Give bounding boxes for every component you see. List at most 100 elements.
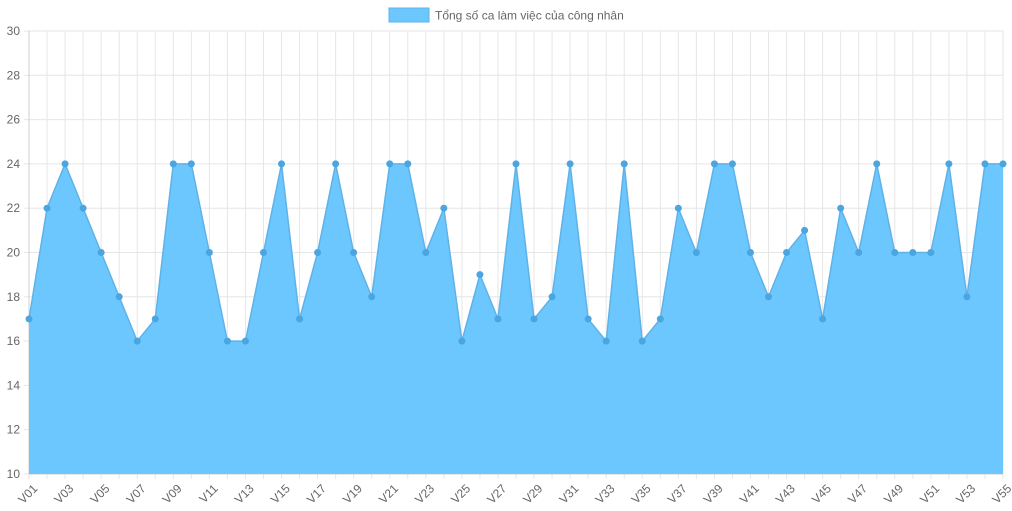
data-point[interactable] (548, 293, 556, 301)
data-point[interactable] (674, 204, 682, 212)
data-point[interactable] (133, 337, 141, 345)
x-tick-label: V39 (701, 481, 726, 506)
x-tick-label: V03 (51, 481, 76, 506)
x-tick-label: V09 (160, 481, 185, 506)
data-point[interactable] (656, 315, 664, 323)
x-tick-label: V25 (448, 481, 473, 506)
data-point[interactable] (440, 204, 448, 212)
data-point[interactable] (927, 249, 935, 256)
data-point[interactable] (746, 249, 754, 256)
x-tick-label: V51 (917, 481, 942, 506)
data-point[interactable] (296, 315, 304, 323)
y-tick-label: 22 (7, 201, 21, 215)
data-point[interactable] (61, 160, 69, 168)
x-tick-label: V37 (665, 481, 690, 506)
data-point[interactable] (981, 160, 989, 168)
data-point[interactable] (801, 226, 809, 234)
x-tick-label: V43 (773, 481, 798, 506)
data-point[interactable] (783, 249, 791, 256)
y-tick-label: 28 (7, 68, 21, 82)
x-tick-label: V55 (989, 481, 1012, 506)
data-point[interactable] (25, 315, 33, 323)
x-axis: V01 V03 V05 V07 V09 V11 V13 V15 V17 V19 V21 V23 V25 V… (15, 481, 1012, 506)
data-point[interactable] (945, 160, 953, 168)
x-tick-label: V27 (484, 481, 509, 506)
data-point[interactable] (999, 160, 1007, 168)
series-area (28, 161, 1003, 474)
x-tick-label: V21 (376, 481, 401, 506)
x-tick-label: V11 (196, 481, 221, 506)
y-tick-label: 24 (7, 157, 21, 171)
x-tick-label: V07 (124, 481, 149, 506)
x-tick-label: V13 (232, 481, 257, 506)
data-point[interactable] (584, 315, 592, 323)
data-point[interactable] (819, 315, 827, 323)
x-tick-label: V05 (87, 481, 112, 506)
y-tick-label: 26 (7, 113, 21, 127)
data-points (25, 160, 1007, 345)
data-point[interactable] (350, 249, 358, 256)
x-tick-label: V49 (881, 481, 906, 506)
data-point[interactable] (386, 160, 394, 168)
data-point[interactable] (855, 249, 863, 256)
y-tick-label: 16 (7, 334, 21, 348)
x-tick-label: V31 (556, 481, 581, 506)
x-tick-label: V01 (15, 481, 40, 506)
x-tick-label: V19 (340, 481, 365, 506)
data-point[interactable] (620, 160, 628, 168)
x-tick-label: V23 (412, 481, 437, 506)
legend-label: Tổng số ca làm việc của công nhân (435, 9, 624, 23)
data-point[interactable] (115, 293, 123, 301)
y-tick-label: 20 (7, 246, 21, 260)
data-point[interactable] (187, 160, 195, 168)
data-point[interactable] (97, 249, 105, 256)
y-tick-label: 14 (7, 378, 21, 392)
data-point[interactable] (476, 271, 484, 279)
data-point[interactable] (278, 160, 286, 168)
data-point[interactable] (566, 160, 574, 168)
data-point[interactable] (873, 160, 881, 168)
data-point[interactable] (638, 337, 646, 345)
data-point[interactable] (43, 204, 51, 212)
data-point[interactable] (837, 204, 845, 212)
data-point[interactable] (223, 337, 231, 345)
y-axis: 10 12 14 16 18 20 22 24 26 28 30 (7, 24, 21, 481)
data-point[interactable] (728, 160, 736, 168)
y-tick-label: 30 (7, 24, 21, 38)
x-tick-label: V41 (737, 481, 762, 506)
x-tick-label: V47 (845, 481, 870, 506)
data-point[interactable] (710, 160, 718, 168)
data-point[interactable] (205, 249, 213, 256)
y-tick-label: 18 (7, 290, 21, 304)
data-point[interactable] (963, 293, 971, 301)
data-point[interactable] (368, 293, 376, 301)
area-fill (29, 163, 1003, 474)
data-point[interactable] (314, 249, 322, 256)
data-point[interactable] (458, 337, 466, 345)
data-point[interactable] (169, 160, 177, 168)
data-point[interactable] (422, 249, 430, 256)
data-point[interactable] (765, 293, 773, 301)
data-point[interactable] (909, 249, 917, 256)
data-point[interactable] (494, 315, 502, 323)
data-point[interactable] (530, 315, 538, 323)
x-tick-label: V53 (953, 481, 978, 506)
data-point[interactable] (151, 315, 159, 323)
data-point[interactable] (692, 249, 700, 256)
data-point[interactable] (259, 249, 267, 256)
data-point[interactable] (602, 337, 610, 345)
data-point[interactable] (241, 337, 249, 345)
x-tick-label: V15 (268, 481, 293, 506)
data-point[interactable] (891, 249, 899, 256)
data-point[interactable] (79, 204, 87, 212)
data-point[interactable] (332, 160, 340, 168)
x-tick-label: V29 (520, 481, 545, 506)
data-point[interactable] (404, 160, 412, 168)
y-tick-label: 12 (7, 423, 21, 437)
x-tick-label: V35 (629, 481, 654, 506)
x-tick-label: V33 (593, 481, 618, 506)
data-point[interactable] (512, 160, 520, 168)
chart-legend[interactable]: Tổng số ca làm việc của công nhân (388, 7, 624, 23)
